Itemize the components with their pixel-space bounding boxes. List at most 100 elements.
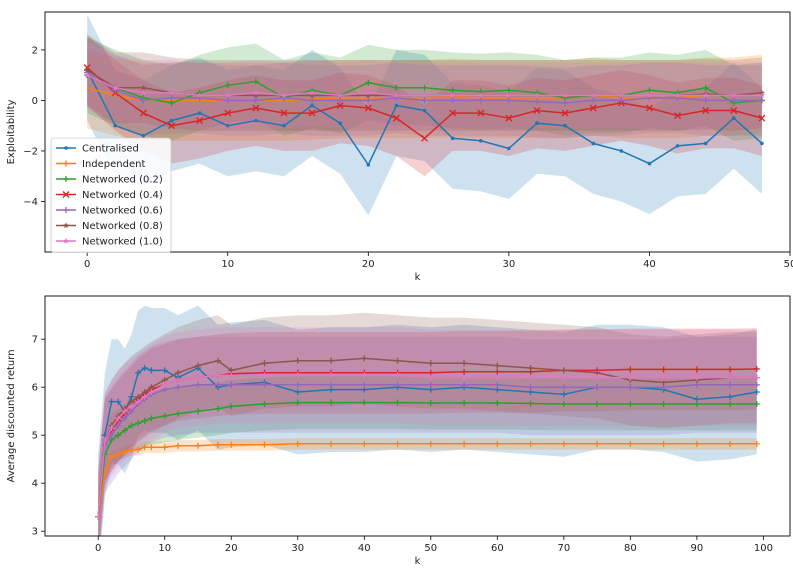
band-networked-0-2 (98, 376, 757, 536)
band-centralised (87, 14, 762, 216)
legend-item-networked-0-4: Networked (0.4) (56, 190, 163, 201)
legend-label: Networked (0.6) (82, 206, 163, 217)
legend-item-networked-0-2: Networked (0.2) (56, 175, 163, 186)
point-independent-marker (148, 444, 155, 451)
point-networked-0-2-marker (148, 415, 155, 422)
point-networked-0-6-marker (753, 381, 760, 388)
x-tick-label: 40 (643, 259, 656, 270)
y-tick-label: 3 (32, 527, 38, 538)
point-networked-1-0-marker (727, 374, 734, 381)
legend-label: Independent (82, 159, 145, 170)
point-networked-1-0-marker (309, 89, 316, 96)
point-networked-0-2-marker (365, 79, 372, 86)
point-networked-1-0-marker (693, 374, 700, 381)
point-networked-0-8-marker (294, 357, 301, 364)
point-independent-marker (108, 453, 115, 460)
point-networked-1-0-marker (161, 381, 168, 388)
point-networked-0-8-marker (394, 357, 401, 364)
point-networked-0-6-marker (252, 97, 259, 104)
y-axis-label: Exploitability (6, 100, 17, 165)
point-networked-0-2-marker (224, 82, 231, 89)
point-networked-0-6-marker (702, 97, 709, 104)
point-independent-marker (560, 440, 567, 447)
point-networked-0-6-marker (461, 381, 468, 388)
legend-marker-marker (63, 237, 69, 244)
point-networked-0-4-marker (196, 117, 204, 125)
point-networked-0-4-marker (505, 114, 513, 122)
point-networked-0-6-marker (758, 97, 765, 104)
point-networked-1-0-marker (618, 92, 625, 98)
x-tick-label: 10 (158, 543, 171, 554)
line-networked-0-6 (97, 384, 757, 517)
point-networked-0-6-marker (168, 94, 175, 101)
point-independent-marker (121, 449, 128, 455)
x-tick-label: 0 (95, 543, 101, 554)
point-centralised-marker (450, 136, 455, 141)
point-networked-0-6-marker (214, 381, 221, 388)
point-centralised-marker (591, 141, 596, 146)
point-networked-0-2-marker (527, 400, 534, 407)
point-networked-1-0-marker (112, 84, 119, 91)
point-networked-0-6-marker (115, 422, 122, 429)
point-networked-1-0-marker (148, 389, 155, 395)
plot-area (95, 305, 760, 536)
point-networked-0-4-marker (461, 368, 468, 375)
point-independent-marker (527, 440, 534, 447)
point-networked-1-0-marker (560, 374, 567, 381)
point-networked-1-0-marker (128, 403, 135, 410)
point-networked-1-0-marker (261, 372, 268, 379)
legend-label: Networked (0.2) (82, 175, 163, 186)
point-centralised-marker (703, 141, 708, 146)
point-networked-0-2-marker (421, 84, 428, 91)
point-networked-1-0-marker (753, 374, 760, 381)
point-networked-1-0-marker (590, 92, 597, 98)
point-independent-marker (194, 442, 201, 449)
point-networked-0-6-marker (449, 97, 456, 104)
x-tick-label: 0 (84, 259, 90, 270)
x-axis-label: k (415, 556, 421, 567)
point-centralised-marker (141, 133, 146, 138)
point-networked-1-0-marker (562, 92, 569, 98)
point-networked-0-4-marker (477, 109, 485, 117)
x-axis-label: k (415, 272, 421, 283)
point-networked-1-0-marker (421, 92, 428, 98)
point-centralised-marker (394, 103, 399, 108)
axes-frame (44, 295, 791, 537)
point-networked-0-6-marker (590, 97, 597, 104)
point-centralised-marker (294, 389, 301, 395)
point-centralised-marker (161, 367, 168, 374)
point-centralised-marker (113, 123, 118, 128)
point-networked-1-0-marker (115, 415, 122, 422)
point-networked-1-0-marker (361, 372, 368, 379)
series-networked-1-0 (95, 372, 760, 520)
point-networked-0-4-marker (589, 104, 597, 112)
x-tick-label: 70 (557, 543, 570, 554)
point-centralised-marker (647, 161, 652, 166)
point-independent-marker (228, 441, 235, 448)
point-networked-0-4-marker (561, 109, 569, 117)
point-networked-0-6-marker (527, 384, 534, 391)
point-independent-marker (627, 440, 634, 447)
point-networked-0-8-marker (328, 357, 335, 364)
point-networked-0-2-marker (128, 422, 135, 429)
legend-label: Networked (1.0) (82, 237, 163, 248)
x-tick-label: 20 (362, 259, 375, 270)
point-independent-marker (161, 444, 168, 451)
point-networked-1-0-marker (175, 377, 182, 383)
point-networked-0-4-marker (336, 101, 344, 109)
point-centralised-marker (169, 118, 174, 123)
point-networked-1-0-marker (214, 372, 221, 379)
point-networked-0-6-marker (562, 99, 569, 106)
point-independent-marker (394, 440, 401, 447)
point-centralised-marker (563, 123, 567, 128)
point-networked-1-0-marker (228, 372, 235, 379)
point-centralised-marker (560, 391, 567, 398)
y-tick-label: 7 (32, 335, 38, 346)
point-networked-0-8-marker (365, 92, 372, 98)
point-networked-0-6-marker (427, 381, 434, 388)
point-networked-0-6-marker (140, 97, 147, 104)
point-centralised-marker (115, 398, 122, 405)
x-tick-label: 30 (291, 543, 304, 554)
point-networked-1-0-marker (328, 372, 335, 379)
point-networked-0-4-marker (674, 112, 682, 120)
